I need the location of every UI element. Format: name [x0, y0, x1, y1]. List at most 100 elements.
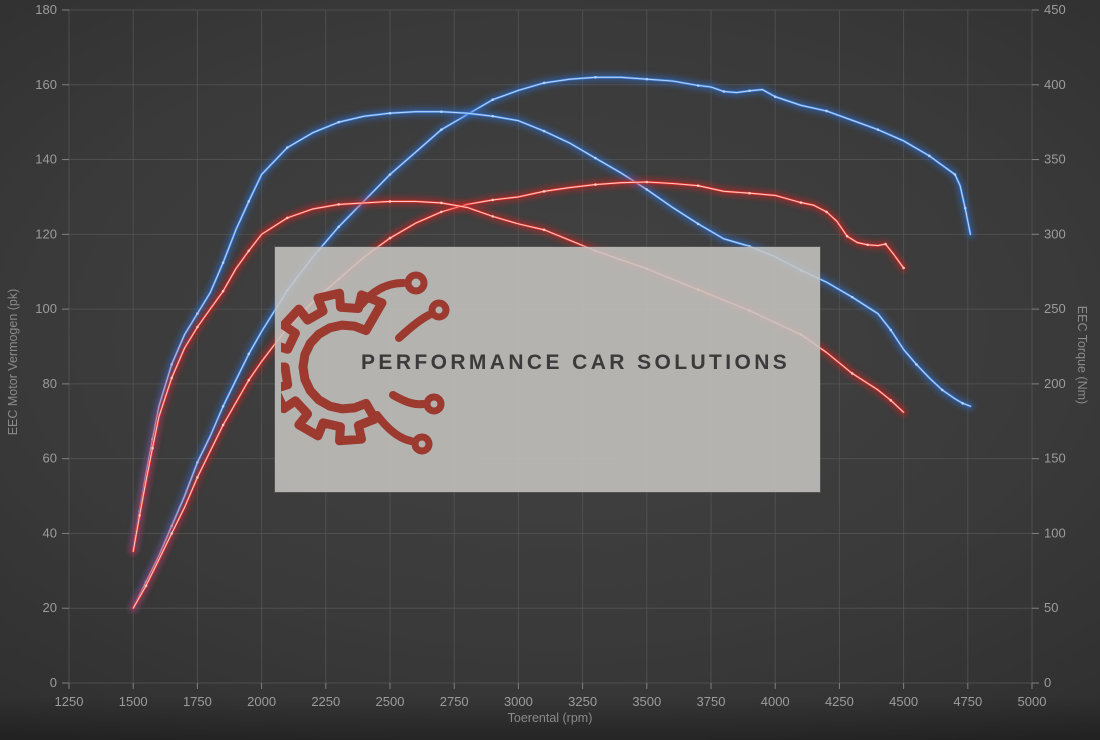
data-point-dot	[388, 111, 392, 115]
data-point-dot	[850, 295, 854, 299]
data-point-dot	[645, 188, 649, 191]
data-point-dot	[247, 378, 251, 382]
data-point-dot	[247, 249, 251, 253]
tick-label: 250	[1044, 301, 1066, 316]
data-point-dot	[748, 191, 751, 195]
data-point-dot	[884, 242, 887, 246]
right-tick-labels: 0 50 100 150 200 250 300 350 400 450	[1044, 2, 1066, 690]
data-point-dot	[170, 363, 174, 366]
tick-label: 60	[43, 451, 57, 466]
data-point-dot	[850, 372, 854, 375]
data-point-dot	[337, 225, 340, 229]
tick-label: 3250	[568, 694, 597, 709]
data-point-dot	[388, 173, 392, 176]
data-point-dot	[440, 201, 443, 205]
data-point-dot	[196, 325, 199, 329]
data-point-dot	[337, 120, 340, 124]
right-axis-title: EEC Torque (Nm)	[1075, 306, 1089, 404]
data-point-dot	[388, 236, 392, 240]
data-point-dot	[196, 476, 199, 479]
axis-ticks	[62, 9, 1039, 689]
data-point-dot	[696, 222, 700, 226]
data-point-dot	[491, 114, 495, 118]
circuit-trace	[395, 311, 433, 342]
tick-label: 2250	[311, 694, 340, 709]
data-point-dot	[748, 244, 751, 248]
data-point-dot	[491, 198, 495, 202]
tick-label: 1500	[119, 694, 148, 709]
tick-label: 100	[35, 301, 57, 316]
tick-label: 80	[43, 376, 57, 391]
data-point-dot	[285, 216, 289, 220]
tick-label: 2750	[440, 694, 469, 709]
circuit-node	[404, 271, 428, 295]
data-point-dot	[773, 95, 777, 99]
data-point-dot	[542, 129, 546, 133]
left-axis-title: EEC Motor Vermogen (pk)	[6, 289, 20, 436]
data-point-dot	[825, 109, 828, 113]
axis-titles: EEC Motor Vermogen (pk) EEC Torque (Nm) To…	[6, 289, 1089, 725]
tick-label: 200	[1044, 376, 1066, 391]
tick-label: 180	[35, 2, 57, 17]
data-point-dot	[440, 110, 443, 113]
series-power-red	[129, 178, 908, 613]
data-point-dot	[889, 399, 893, 402]
data-point-dot	[696, 84, 700, 87]
watermark-text: PERFORMANCE CAR SOLUTIONS	[361, 351, 791, 374]
tick-label: 140	[35, 152, 57, 167]
tick-label: 3750	[697, 694, 726, 709]
data-point-dot	[953, 173, 957, 176]
data-point-dot	[645, 180, 649, 184]
data-point-dot	[927, 154, 931, 158]
tick-label: 50	[1044, 600, 1058, 615]
data-point-dot	[889, 328, 893, 332]
series-torque-blue	[129, 107, 975, 554]
circuit-trace	[357, 279, 407, 309]
tick-label: 0	[1044, 675, 1051, 690]
data-point-dot	[491, 98, 495, 102]
data-point-dot	[902, 266, 905, 270]
data-point-dot	[594, 183, 597, 186]
data-point-dot	[196, 312, 199, 315]
tick-label: 4000	[761, 694, 790, 709]
x-axis-title: Toerental (rpm)	[508, 711, 593, 725]
data-point-dot	[170, 532, 174, 535]
tick-label: 20	[43, 600, 57, 615]
data-point-dot	[221, 261, 225, 265]
data-point-dot	[151, 446, 154, 450]
data-point-dot	[845, 234, 849, 238]
tick-label: 5000	[1018, 694, 1047, 709]
tick-label: 2000	[247, 694, 276, 709]
data-point-dot	[594, 76, 597, 79]
gear-circuit-icon	[281, 271, 450, 455]
tick-label: 0	[50, 675, 57, 690]
x-tick-labels: 1250 1500 1750 2000 2250 2500 2750 3000 3250 3500…	[55, 694, 1047, 709]
data-point-dot	[221, 289, 225, 293]
data-point-dot	[440, 210, 443, 214]
data-point-dot	[247, 200, 251, 203]
data-point-dot	[144, 584, 148, 588]
gear-outline	[281, 288, 387, 446]
circuit-node	[428, 299, 450, 321]
tick-label: 4250	[825, 694, 854, 709]
data-point-dot	[542, 190, 546, 193]
circuit-node	[411, 433, 433, 455]
data-point-dot	[542, 81, 546, 85]
tick-label: 4500	[889, 694, 918, 709]
data-point-dot	[138, 514, 141, 517]
tick-label: 3500	[632, 694, 661, 709]
data-point-dot	[963, 206, 967, 210]
circuit-trace	[389, 391, 427, 409]
tick-label: 1750	[183, 694, 212, 709]
data-point-dot	[221, 423, 225, 427]
tick-label: 150	[1044, 451, 1066, 466]
circuit-node	[423, 393, 445, 415]
tick-label: 40	[43, 525, 57, 540]
data-point-dot	[388, 200, 392, 203]
data-point-dot	[542, 228, 546, 232]
data-point-dot	[196, 461, 199, 464]
data-point-dot	[440, 128, 443, 131]
data-point-dot	[247, 352, 251, 356]
